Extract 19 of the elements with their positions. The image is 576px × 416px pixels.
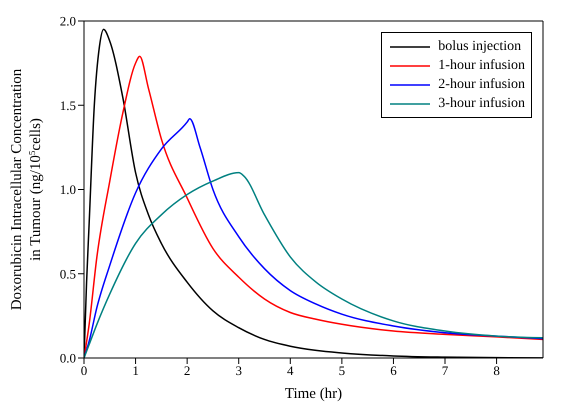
x-tick-label: 6 <box>390 363 398 378</box>
x-tick-label: 4 <box>287 363 294 378</box>
legend-label: bolus injection <box>438 38 522 54</box>
y-tick-label: 0.5 <box>60 266 76 282</box>
x-axis-title: Time (hr) <box>284 386 342 402</box>
x-tick-label: 0 <box>80 363 88 378</box>
x-tick-label: 2 <box>184 363 190 378</box>
x-tick-label: 3 <box>235 363 242 378</box>
legend-label: 2-hour infusion <box>438 76 525 92</box>
x-tick-label: 5 <box>338 363 346 378</box>
y-tick-label: 1.0 <box>60 182 76 198</box>
x-tick-label: 8 <box>493 363 500 378</box>
y-tick-label: 0.0 <box>60 350 76 366</box>
y-tick-label: 2.0 <box>60 14 76 29</box>
legend-label: 3-hour infusion <box>438 96 525 112</box>
legend-label: 1-hour infusion <box>438 58 525 74</box>
y-tick-label: 1.5 <box>60 98 76 113</box>
x-tick-label: 1 <box>132 363 139 378</box>
x-tick-label: 7 <box>442 363 449 378</box>
